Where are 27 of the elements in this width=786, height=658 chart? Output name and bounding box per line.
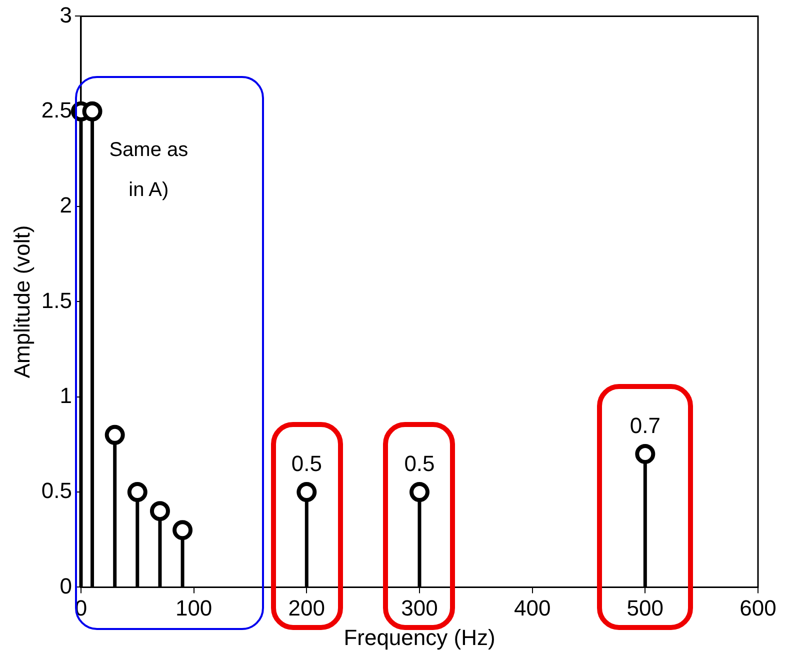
y-tick-label: 1 bbox=[60, 382, 72, 408]
point bbox=[104, 424, 125, 445]
x-tick-label: 500 bbox=[626, 595, 664, 620]
data-label: 0.5 bbox=[404, 451, 435, 476]
annotation: Same as in A) bbox=[108, 138, 190, 204]
x-tick-label: 200 bbox=[288, 595, 326, 620]
x-tick-label: 600 bbox=[740, 595, 776, 620]
x-tick-label: 100 bbox=[175, 595, 212, 620]
point bbox=[172, 520, 193, 540]
point bbox=[150, 501, 170, 522]
point bbox=[635, 444, 656, 464]
y-axis-title: Amplitude (volt) bbox=[9, 225, 34, 378]
data-label: 0.5 bbox=[291, 451, 322, 476]
y-tick-label: 0 bbox=[60, 573, 72, 598]
point bbox=[296, 482, 317, 502]
y-tick-label: 1.5 bbox=[41, 288, 72, 313]
y-tick-label: 3 bbox=[60, 2, 72, 28]
point bbox=[127, 482, 148, 502]
x-tick-label: 400 bbox=[514, 595, 551, 620]
x-axis-title: Frequency (Hz) bbox=[344, 624, 496, 650]
data-label: 0.7 bbox=[630, 413, 660, 438]
y-tick-label: 2 bbox=[60, 192, 72, 218]
y-tick-label: 0.5 bbox=[41, 478, 72, 504]
y-tick-label: 2.5 bbox=[41, 97, 72, 122]
point bbox=[82, 101, 102, 122]
x-tick-label: 300 bbox=[401, 595, 438, 620]
point bbox=[409, 482, 430, 502]
